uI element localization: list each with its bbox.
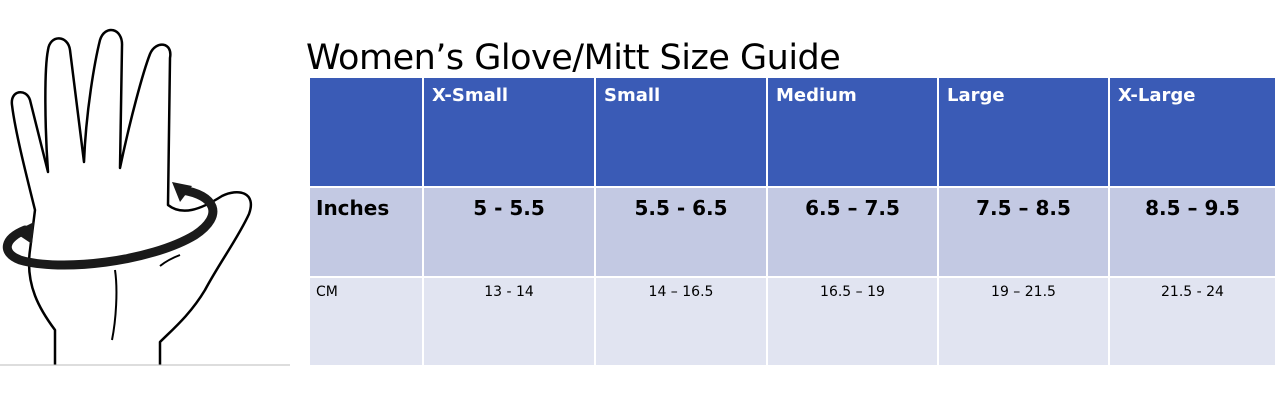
hand-illustration (0, 28, 290, 366)
arrow-head (14, 222, 34, 244)
size-value: 8.5 – 9.5 (1110, 188, 1275, 276)
column-header: Medium (768, 78, 937, 186)
column-header: X-Large (1110, 78, 1275, 186)
column-header: Large (939, 78, 1108, 186)
row-label: CM (310, 278, 422, 365)
size-value: 5.5 - 6.5 (596, 188, 766, 276)
size-value: 5 - 5.5 (424, 188, 594, 276)
column-header: Small (596, 78, 766, 186)
arrow-head (172, 182, 192, 202)
row-label: Inches (310, 188, 422, 276)
palm-line (111, 254, 181, 341)
size-value: 16.5 – 19 (768, 278, 937, 365)
size-value: 14 – 16.5 (596, 278, 766, 365)
corner-cell (310, 78, 422, 186)
size-value: 19 – 21.5 (939, 278, 1108, 365)
size-value: 13 - 14 (424, 278, 594, 365)
column-header: X-Small (424, 78, 594, 186)
hand-outline (10, 28, 253, 365)
size-value: 7.5 – 8.5 (939, 188, 1108, 276)
title: Women’s Glove/Mitt Size Guide (306, 38, 841, 78)
size-value: 21.5 - 24 (1110, 278, 1275, 365)
wrist-ring (3, 185, 218, 270)
size-value: 6.5 – 7.5 (768, 188, 937, 276)
